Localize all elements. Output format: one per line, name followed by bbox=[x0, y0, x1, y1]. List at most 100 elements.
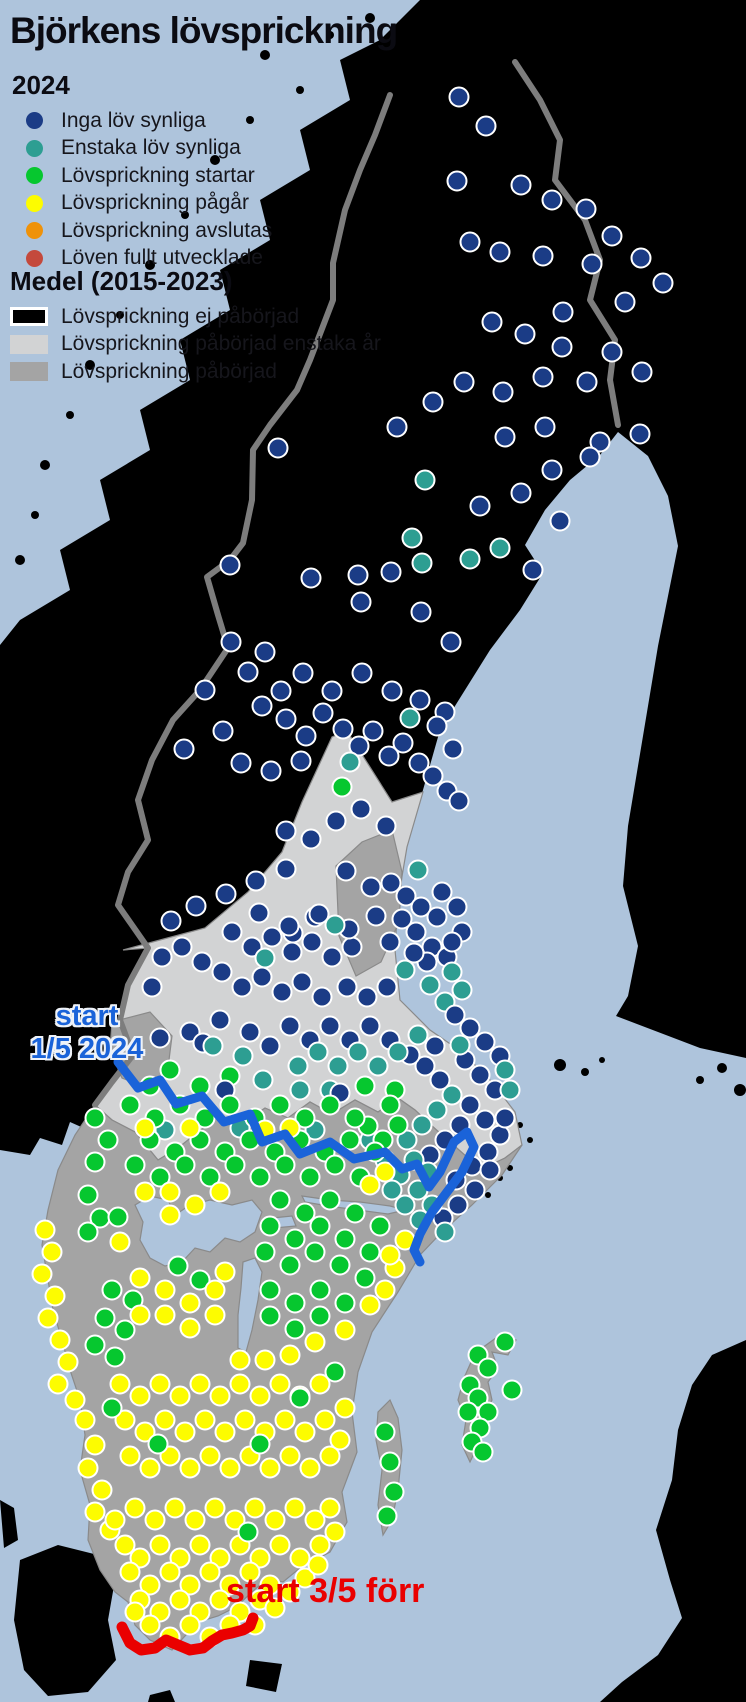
isoline-label-line1: start bbox=[55, 1000, 119, 1032]
observation-dot bbox=[109, 1373, 131, 1395]
observation-dot bbox=[579, 446, 601, 468]
status-dot-icon bbox=[26, 222, 43, 240]
islet bbox=[116, 311, 124, 319]
observation-dot bbox=[299, 1166, 321, 1188]
observation-dot bbox=[383, 1481, 405, 1503]
observation-dot bbox=[477, 1357, 499, 1379]
observation-dot bbox=[279, 1445, 301, 1467]
region-swatch-icon bbox=[10, 307, 48, 327]
observation-dot bbox=[294, 1421, 316, 1443]
observation-dot bbox=[119, 1094, 141, 1116]
observation-dot bbox=[386, 416, 408, 438]
observation-dot bbox=[134, 1117, 156, 1139]
observation-dot bbox=[426, 715, 448, 737]
observation-dot bbox=[369, 1215, 391, 1237]
observation-dot bbox=[199, 1445, 221, 1467]
observation-dot bbox=[184, 1509, 206, 1531]
observation-dot bbox=[229, 1349, 251, 1371]
observation-dot bbox=[275, 820, 297, 842]
observation-dot bbox=[41, 1241, 63, 1263]
observation-dot bbox=[214, 1261, 236, 1283]
observation-dot bbox=[494, 1107, 516, 1129]
observation-dot bbox=[139, 1457, 161, 1479]
observation-dot bbox=[104, 1509, 126, 1531]
observation-dot bbox=[309, 1279, 331, 1301]
observation-dot bbox=[314, 1409, 336, 1431]
islet bbox=[485, 1192, 491, 1198]
isoline-start-2024 bbox=[113, 1057, 479, 1267]
legend-item-label: Inga löv synliga bbox=[61, 108, 206, 132]
isoline-start-earlier bbox=[116, 1612, 259, 1656]
observation-dot bbox=[47, 1373, 69, 1395]
observation-dot bbox=[101, 1397, 123, 1419]
observation-dot bbox=[329, 1254, 351, 1276]
island-landmass bbox=[682, 1495, 705, 1515]
observation-dot bbox=[269, 1534, 291, 1556]
observation-dot bbox=[477, 1141, 499, 1163]
observation-dot bbox=[295, 725, 317, 747]
observation-dot bbox=[149, 1166, 171, 1188]
islet bbox=[15, 555, 25, 565]
observation-dot bbox=[269, 1189, 291, 1211]
observation-dot bbox=[261, 926, 283, 948]
observation-dot bbox=[74, 1409, 96, 1431]
observation-dot bbox=[159, 1204, 181, 1226]
observation-dot bbox=[344, 1107, 366, 1129]
legend-item-fullt-utvecklade: Löven fullt utvecklade bbox=[12, 245, 272, 273]
observation-dot bbox=[434, 1221, 456, 1243]
observation-dot bbox=[475, 115, 497, 137]
observation-dot bbox=[275, 708, 297, 730]
observation-dot bbox=[284, 1292, 306, 1314]
observation-dot bbox=[431, 881, 453, 903]
observation-dot bbox=[424, 1035, 446, 1057]
islet bbox=[734, 1084, 746, 1096]
observation-dot bbox=[601, 341, 623, 363]
legend-2024-heading: 2024 bbox=[12, 70, 70, 100]
observation-dot bbox=[395, 885, 417, 907]
observation-dot bbox=[164, 1497, 186, 1519]
observation-dot bbox=[264, 1509, 286, 1531]
legend-item-enstaka-lov: Enstaka löv synliga bbox=[12, 135, 272, 163]
observation-dot bbox=[119, 1445, 141, 1467]
observation-dot bbox=[331, 776, 353, 798]
observation-dot bbox=[324, 1361, 346, 1383]
observation-dot bbox=[264, 1597, 286, 1619]
observation-dot bbox=[396, 1129, 418, 1151]
observation-dot bbox=[209, 1009, 231, 1031]
observation-dot bbox=[321, 680, 343, 702]
observation-dot bbox=[335, 860, 357, 882]
observation-dot bbox=[411, 1114, 433, 1136]
observation-dot bbox=[410, 601, 432, 623]
observation-dot bbox=[179, 1317, 201, 1339]
islet bbox=[246, 116, 254, 124]
observation-dot bbox=[254, 641, 276, 663]
observation-dot bbox=[339, 751, 361, 773]
observation-dot bbox=[489, 537, 511, 559]
observation-dot bbox=[451, 979, 473, 1001]
observation-dot bbox=[114, 1409, 136, 1431]
observation-dot bbox=[339, 1129, 361, 1151]
observation-dot bbox=[259, 1457, 281, 1479]
baltic-coast-landmass bbox=[600, 1340, 746, 1702]
observation-dot bbox=[173, 738, 195, 760]
observation-dot bbox=[189, 1373, 211, 1395]
observation-dot bbox=[304, 1331, 326, 1353]
observation-dot bbox=[259, 1215, 281, 1237]
observation-dot bbox=[411, 552, 433, 574]
observation-dot bbox=[492, 381, 514, 403]
observation-dot bbox=[307, 1554, 329, 1576]
observation-dot bbox=[532, 245, 554, 267]
observation-dot bbox=[334, 1319, 356, 1341]
observation-dot bbox=[179, 1574, 201, 1596]
observation-dot bbox=[359, 1294, 381, 1316]
observation-dot bbox=[202, 1035, 224, 1057]
islet bbox=[31, 511, 39, 519]
observation-dot bbox=[224, 1154, 246, 1176]
observation-dot bbox=[289, 1547, 311, 1569]
observation-dot bbox=[347, 564, 369, 586]
observation-dot bbox=[269, 1373, 291, 1395]
observation-dot bbox=[179, 1117, 201, 1139]
observation-dot bbox=[174, 1421, 196, 1443]
observation-dot bbox=[334, 1292, 356, 1314]
observation-dot bbox=[245, 870, 267, 892]
